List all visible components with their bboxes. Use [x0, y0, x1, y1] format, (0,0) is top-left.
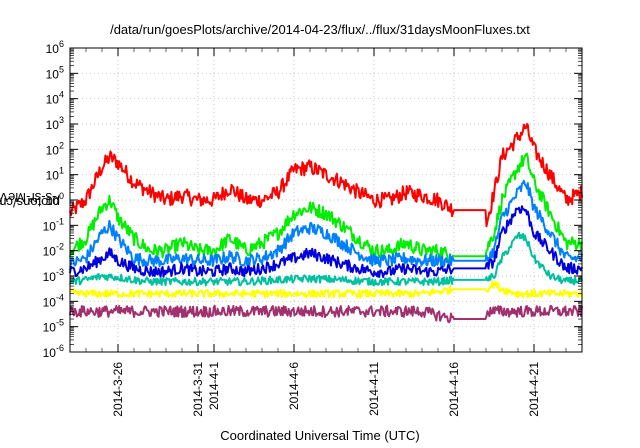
grid-lines [70, 48, 582, 352]
x-tick-label: 2014-3-26 [111, 362, 125, 417]
x-tick-label: 2014-4-6 [287, 362, 301, 410]
y-tick-label: 105 [46, 64, 64, 81]
x-tick-label: 2014-4-1 [207, 362, 221, 410]
y-axis-label-post: -s-sr-MeV [0, 189, 57, 205]
y-tick-label: 10-5 [43, 318, 64, 335]
chart-title: /data/run/goesPlots/archive/2014-04-23/f… [110, 22, 530, 37]
y-tick-label: 10-2 [43, 242, 64, 259]
y-tick-label: 101 [46, 166, 64, 183]
series-line-1 [69, 152, 583, 262]
y-tick-label: 10-6 [43, 343, 64, 360]
x-tick-label: 2014-4-16 [447, 362, 461, 417]
series-line-2 [69, 179, 583, 271]
series-line-4 [69, 231, 583, 287]
x-tick-label: 2014-4-11 [367, 362, 381, 416]
y-tick-label: 102 [46, 140, 64, 157]
y-tick-label: 106 [46, 39, 64, 56]
tick-marks [69, 47, 583, 353]
y-tick-label: 10-4 [43, 292, 64, 309]
series-line-3 [69, 205, 583, 279]
y-tick-label: 100 [46, 191, 64, 208]
series-line-0 [69, 123, 583, 228]
x-tick-label: 2014-4-21 [527, 362, 541, 417]
y-tick-label: 103 [46, 115, 64, 132]
x-axis-label: Coordinated Universal Time (UTC) [220, 428, 420, 443]
y-tick-label: 10-3 [43, 267, 64, 284]
y-tick-label: 10-1 [43, 216, 64, 233]
y-tick-labels: 10-6 10-5 10-4 10-3 10-2 10-1 100 101 102 103 104 1… [43, 39, 64, 360]
y-tick-label: 104 [46, 90, 64, 107]
series-line-5 [69, 280, 583, 299]
series-line-6 [69, 304, 583, 324]
series-layer [69, 123, 583, 324]
x-tick-label: 2014-3-31 [191, 362, 205, 417]
x-tick-labels: 2014-3-26 2014-3-31 2014-4-1 2014-4-6 2014-4… [111, 362, 541, 417]
